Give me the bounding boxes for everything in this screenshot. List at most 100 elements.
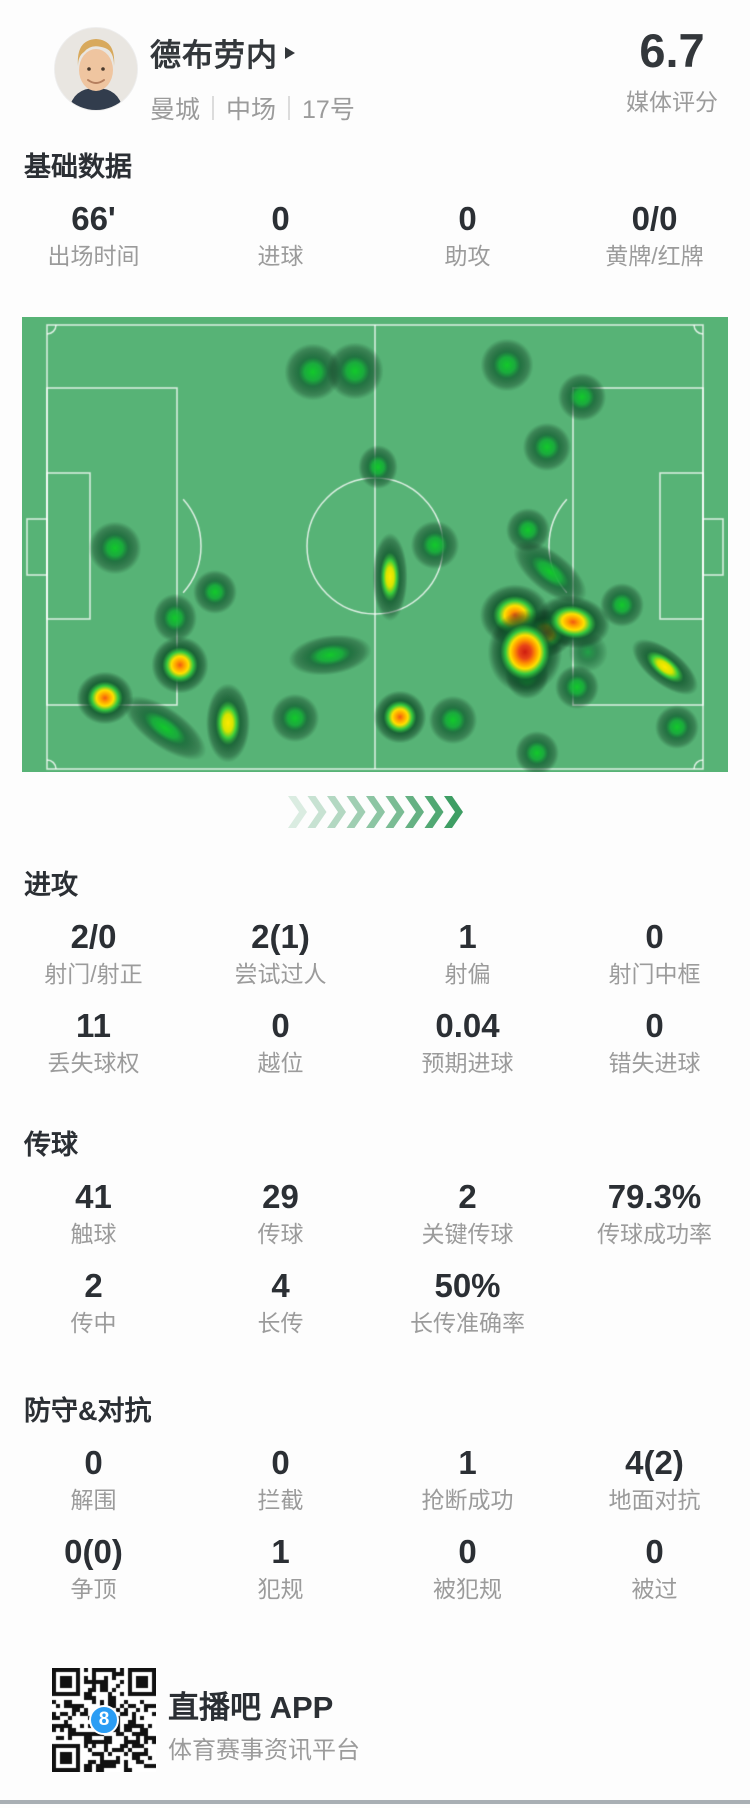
stat-cell xyxy=(561,1267,748,1336)
stat-row: 0(0) 争顶 1 犯规 0 被犯规 0 被过 xyxy=(0,1533,750,1602)
stat-cell: 0 进球 xyxy=(187,200,374,269)
section-attack: 进攻 2/0 射门/射正 2(1) 尝试过人 1 射偏 0 射门中框 11 丢失球权 0 越位 0.04 预… xyxy=(0,868,750,1076)
section-title: 防守&对抗 xyxy=(24,1396,152,1426)
stat-label: 射门中框 xyxy=(608,961,701,987)
stat-label: 射门/射正 xyxy=(44,961,143,987)
stat-value: 0.04 xyxy=(435,1007,500,1044)
stat-value: 0/0 xyxy=(631,200,678,237)
stat-cell: 2/0 射门/射正 xyxy=(0,918,187,987)
stat-label: 错失进球 xyxy=(608,1050,701,1076)
stat-label: 地面对抗 xyxy=(608,1487,701,1513)
stat-cell: 4 长传 xyxy=(187,1267,374,1336)
stat-cell: 0 助攻 xyxy=(374,200,561,269)
stat-row: 66' 出场时间 0 进球 0 助攻 0/0 黄牌/红牌 xyxy=(0,200,750,269)
app-name: 直播吧 APP xyxy=(168,1690,334,1725)
section-title: 进攻 xyxy=(24,870,78,900)
stat-cell: 1 射偏 xyxy=(374,918,561,987)
section-passing: 传球 41 触球 29 传球 2 关键传球 79.3% 传球成功率 2 传中 4 长传 50% 长传准确率 xyxy=(0,1128,750,1336)
avatar-illustration xyxy=(55,28,137,110)
stat-value: 1 xyxy=(458,1444,477,1481)
stat-cell: 0/0 黄牌/红牌 xyxy=(561,200,748,269)
stat-value: 2 xyxy=(458,1178,477,1215)
chevron-icon xyxy=(424,796,444,828)
stat-value: 66' xyxy=(71,200,116,237)
stat-value: 2(1) xyxy=(251,918,310,955)
stat-label: 传球 xyxy=(257,1221,304,1247)
stat-label: 关键传球 xyxy=(421,1221,514,1247)
stat-cell: 0 错失进球 xyxy=(561,1007,748,1076)
player-name-block[interactable]: 德布劳内 曼城 中场 17号 xyxy=(150,30,355,126)
stat-cell: 0 解围 xyxy=(0,1444,187,1513)
stat-cell: 66' 出场时间 xyxy=(0,200,187,269)
qr-code: 8 xyxy=(52,1668,156,1772)
stat-label: 犯规 xyxy=(257,1576,304,1602)
stat-value: 0 xyxy=(645,918,664,955)
shirt-number: 17号 xyxy=(302,96,355,124)
stat-value: 0 xyxy=(458,1533,477,1570)
stat-label: 黄牌/红牌 xyxy=(605,243,704,269)
stat-label: 触球 xyxy=(70,1221,117,1247)
section-title: 传球 xyxy=(24,1130,78,1160)
app-tagline: 体育赛事资讯平台 xyxy=(168,1737,360,1764)
chevron-separator xyxy=(288,796,463,828)
player-position: 中场 xyxy=(226,96,277,124)
stat-label: 解围 xyxy=(70,1487,117,1513)
stat-cell: 0.04 预期进球 xyxy=(374,1007,561,1076)
divider xyxy=(288,96,291,120)
stat-value: 29 xyxy=(262,1178,299,1215)
stat-cell: 50% 长传准确率 xyxy=(374,1267,561,1336)
section-defense: 防守&对抗 0 解围 0 拦截 1 抢断成功 4(2) 地面对抗 0(0) 争顶 1 犯规 0 被犯规 0 被过 xyxy=(0,1394,750,1602)
stat-cell: 2(1) 尝试过人 xyxy=(187,918,374,987)
chevron-icon xyxy=(405,796,424,828)
player-avatar[interactable] xyxy=(55,28,137,110)
stat-value: 0 xyxy=(271,200,290,237)
stat-label: 传中 xyxy=(70,1310,117,1336)
stat-value: 0(0) xyxy=(64,1533,123,1570)
stat-value: 41 xyxy=(75,1178,112,1215)
stat-label: 争顶 xyxy=(70,1576,117,1602)
heatmap-pitch xyxy=(22,317,728,772)
stat-cell: 2 关键传球 xyxy=(374,1178,561,1247)
stat-cell: 11 丢失球权 xyxy=(0,1007,187,1076)
chevron-icon xyxy=(288,796,307,828)
stat-cell: 0 越位 xyxy=(187,1007,374,1076)
stat-label: 拦截 xyxy=(257,1487,304,1513)
chevron-icon xyxy=(327,796,346,828)
stat-cell: 29 传球 xyxy=(187,1178,374,1247)
stat-cell: 41 触球 xyxy=(0,1178,187,1247)
stat-label: 越位 xyxy=(257,1050,304,1076)
stat-label: 被过 xyxy=(631,1576,678,1602)
stat-label: 丢失球权 xyxy=(47,1050,140,1076)
stat-value: 0 xyxy=(271,1007,290,1044)
chevron-icon xyxy=(307,796,327,828)
app-logo-icon: 8 xyxy=(89,1705,119,1735)
stat-value: 1 xyxy=(271,1533,290,1570)
stat-label: 预期进球 xyxy=(421,1050,514,1076)
stat-row: 11 丢失球权 0 越位 0.04 预期进球 0 错失进球 xyxy=(0,1007,750,1076)
stat-value: 79.3% xyxy=(607,1178,702,1215)
team-name: 曼城 xyxy=(150,96,201,124)
rating-label: 媒体评分 xyxy=(626,89,718,115)
stat-cell: 0 拦截 xyxy=(187,1444,374,1513)
stat-value: 0 xyxy=(645,1533,664,1570)
stat-cell: 79.3% 传球成功率 xyxy=(561,1178,748,1247)
stat-value: 0 xyxy=(271,1444,290,1481)
stat-value: 4(2) xyxy=(625,1444,684,1481)
stat-label: 出场时间 xyxy=(47,243,140,269)
stat-row: 2 传中 4 长传 50% 长传准确率 xyxy=(0,1267,750,1336)
stat-row: 2/0 射门/射正 2(1) 尝试过人 1 射偏 0 射门中框 xyxy=(0,918,750,987)
stat-value: 2 xyxy=(84,1267,103,1304)
stat-cell: 0 被过 xyxy=(561,1533,748,1602)
chevron-icon xyxy=(366,796,385,828)
stat-label: 传球成功率 xyxy=(597,1221,712,1247)
stat-value: 0 xyxy=(84,1444,103,1481)
stat-value: 2/0 xyxy=(70,918,117,955)
stat-label: 进球 xyxy=(257,243,304,269)
stat-label: 长传准确率 xyxy=(410,1310,525,1336)
rating-value: 6.7 xyxy=(639,24,705,77)
stat-value: 0 xyxy=(458,200,477,237)
stat-row: 41 触球 29 传球 2 关键传球 79.3% 传球成功率 xyxy=(0,1178,750,1247)
media-rating: 6.7 媒体评分 xyxy=(612,26,732,117)
stat-label: 抢断成功 xyxy=(421,1487,514,1513)
chevron-icon xyxy=(346,796,366,828)
